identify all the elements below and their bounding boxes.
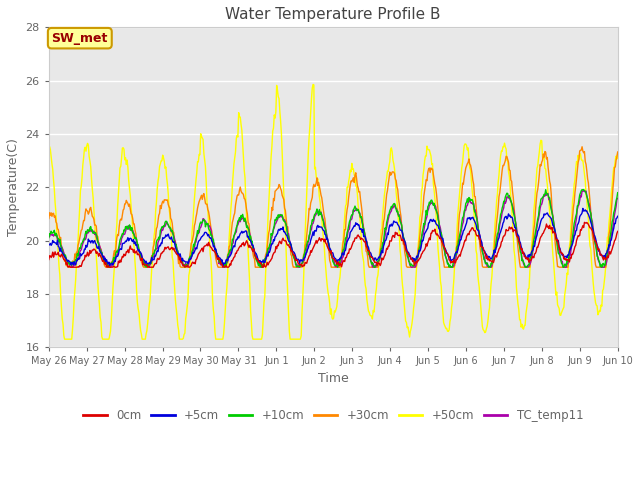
X-axis label: Time: Time bbox=[318, 372, 349, 385]
Y-axis label: Temperature(C): Temperature(C) bbox=[7, 138, 20, 236]
Title: Water Temperature Profile B: Water Temperature Profile B bbox=[225, 7, 441, 22]
Legend: 0cm, +5cm, +10cm, +30cm, +50cm, TC_temp11: 0cm, +5cm, +10cm, +30cm, +50cm, TC_temp1… bbox=[79, 404, 588, 427]
Text: SW_met: SW_met bbox=[52, 32, 108, 45]
